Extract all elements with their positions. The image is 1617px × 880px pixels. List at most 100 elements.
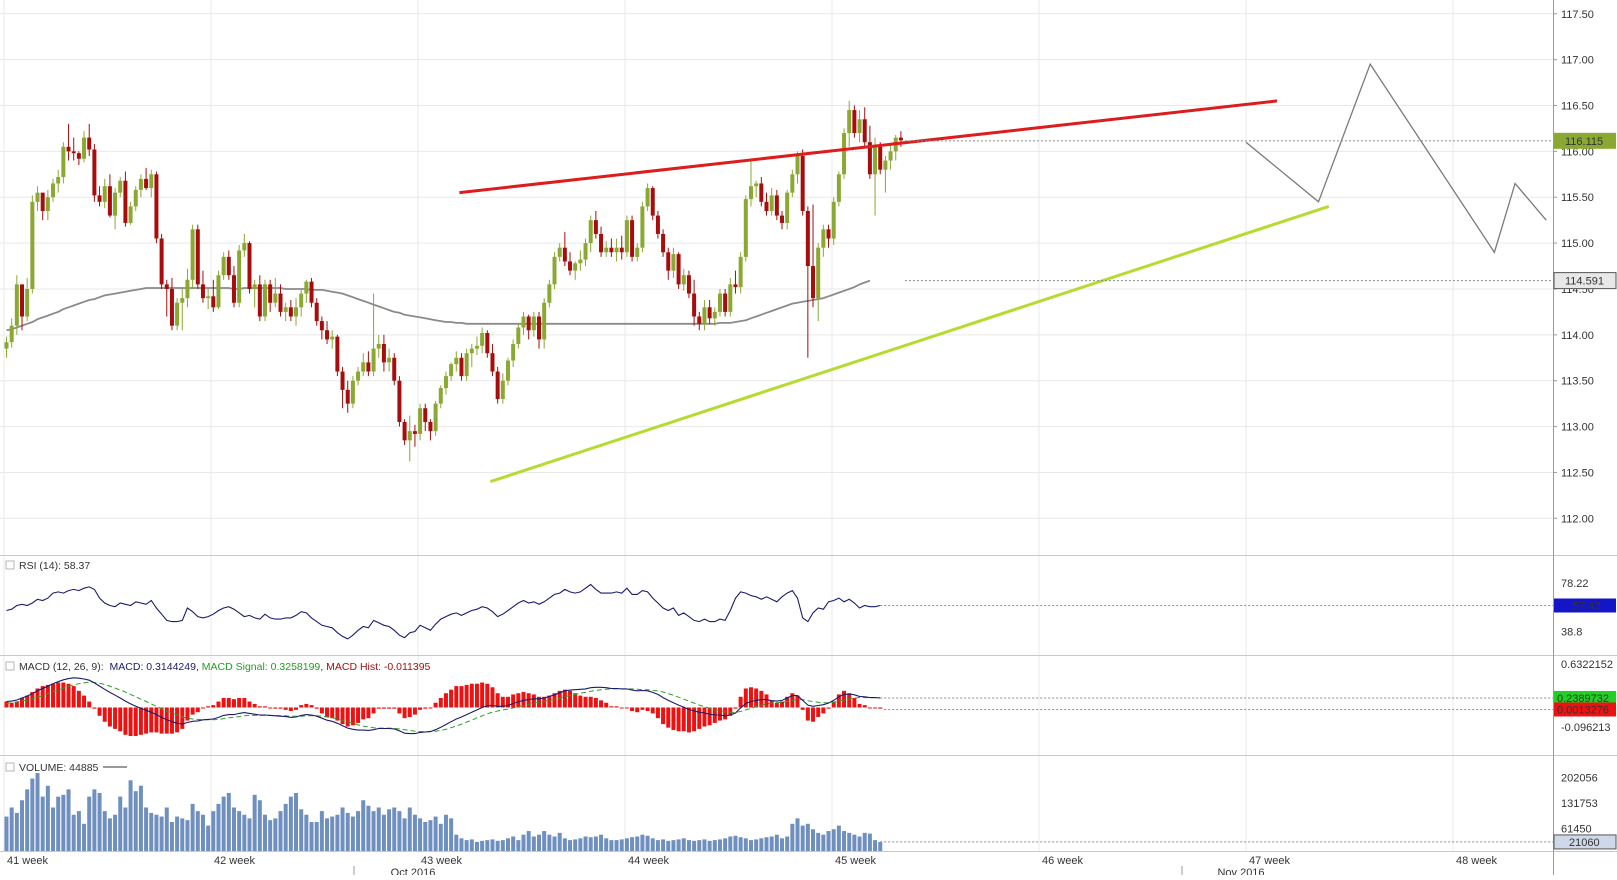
volume-bar: [790, 823, 795, 851]
volume-bar: [30, 778, 35, 851]
candle-body: [748, 186, 753, 200]
candle-body: [733, 284, 738, 288]
volume-bar: [361, 800, 366, 851]
candle-body: [650, 188, 655, 216]
candle: [723, 288, 728, 317]
candle-body: [702, 307, 707, 324]
macd-hist-bar: [257, 706, 262, 708]
macd-hist-bar: [769, 700, 774, 708]
candle-body: [562, 247, 567, 262]
volume-bar: [335, 814, 340, 851]
candle: [697, 311, 702, 331]
week-label: 41 week: [7, 855, 48, 867]
candle: [61, 142, 66, 184]
candle: [76, 151, 81, 166]
candle-body: [754, 183, 759, 187]
macd-hist-bar: [45, 684, 50, 708]
candle: [521, 311, 526, 335]
volume-value-badge: [1553, 834, 1617, 850]
candle-body: [133, 189, 138, 207]
volume-bar: [149, 812, 154, 851]
volume-bar: [857, 836, 862, 851]
candle: [231, 266, 236, 308]
macd-hist-bar: [831, 701, 836, 708]
macd-hist-bar: [697, 707, 702, 729]
candle: [692, 279, 697, 326]
volume-bar: [325, 818, 330, 851]
candle: [764, 192, 769, 216]
macd-hist-bar: [113, 707, 118, 729]
candle-body: [180, 298, 185, 303]
volume-bar: [681, 838, 686, 851]
candle: [738, 252, 743, 294]
candle-body: [898, 137, 903, 141]
volume-bar: [480, 840, 485, 851]
volume-bar: [630, 837, 635, 851]
macd-hist-badge: [1554, 702, 1616, 717]
volume-bar: [573, 839, 578, 851]
candle: [319, 316, 324, 340]
candle-body: [454, 357, 459, 365]
macd-hist-bar: [123, 707, 128, 735]
price-panel: [4, 62, 1553, 484]
volume-bar: [278, 811, 283, 851]
volume-tick-label: 131753: [1561, 798, 1598, 810]
candle-body: [82, 137, 87, 159]
volume-legend-text: VOLUME: 44885: [19, 762, 99, 774]
rsi-value-label: 57.42: [1573, 601, 1601, 613]
macd-hist-bar: [144, 707, 149, 734]
candle: [826, 224, 831, 248]
support-trendline: [489, 204, 1330, 484]
macd-hist-bar: [407, 707, 412, 717]
candle-body: [113, 192, 118, 216]
volume-bar: [821, 834, 826, 851]
candle-body: [888, 151, 893, 161]
rsi-panel: [6, 583, 1553, 640]
ma-value-label: 114.591: [1565, 276, 1604, 288]
candle: [599, 226, 604, 257]
volume-bar: [402, 818, 407, 851]
macd-close-icon[interactable]: [5, 661, 15, 671]
macd-value-label: 0.2389732: [1557, 693, 1609, 705]
volume-bar: [206, 825, 211, 851]
candle: [604, 241, 609, 257]
candle: [149, 169, 154, 198]
candle: [423, 403, 428, 432]
rsi-close-icon[interactable]: [5, 560, 15, 570]
macd-hist-bar: [717, 707, 722, 721]
candle: [505, 357, 510, 386]
macd-signal-line: [6, 681, 881, 733]
candle-body: [242, 243, 247, 251]
volume-bar: [459, 838, 464, 851]
volume-close-icon[interactable]: [5, 762, 15, 772]
volume-bar: [159, 816, 164, 851]
candle: [20, 284, 25, 331]
volume-bar: [4, 816, 9, 851]
candle-body: [790, 174, 795, 193]
macd-hist-bar: [500, 696, 505, 708]
candle-body: [200, 284, 205, 299]
week-label: 46 week: [1042, 855, 1083, 867]
macd-hist-bar: [56, 682, 61, 708]
candle: [562, 232, 567, 267]
week-label: 48 week: [1456, 855, 1497, 867]
candle: [412, 424, 417, 447]
volume-bar: [867, 833, 872, 851]
candle-body: [640, 206, 645, 248]
price-tick-label: 116.00: [1561, 146, 1594, 158]
candle: [800, 149, 805, 216]
macd-hist-bar: [226, 697, 231, 708]
candle: [418, 403, 423, 441]
candle-body: [299, 293, 304, 308]
candle: [454, 351, 459, 372]
candle: [542, 298, 547, 349]
candle: [288, 299, 293, 322]
macd-hist-bar: [40, 686, 45, 708]
volume-bar: [733, 835, 738, 851]
macd-panel: [4, 677, 1553, 736]
macd-hist-bar: [593, 697, 598, 708]
axis-layer: 117.50 117.00 116.50 116.00 115.50 115.00 114.…: [7, 9, 1617, 879]
macd-hist-bar: [361, 707, 366, 720]
candle: [428, 419, 433, 441]
volume-bar: [226, 792, 231, 851]
